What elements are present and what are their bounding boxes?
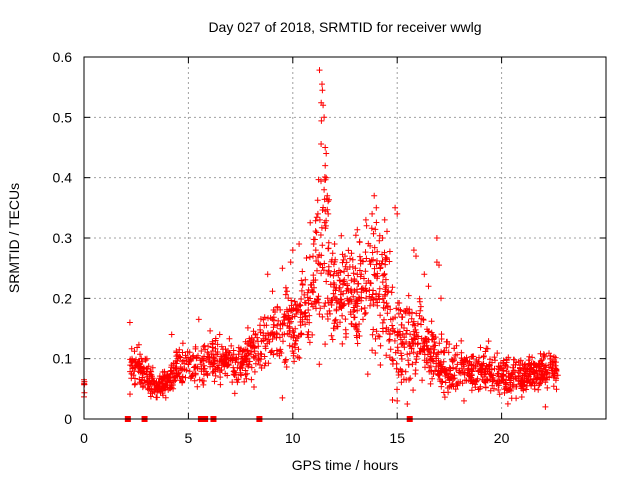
x-tick-label: 0 <box>80 430 88 446</box>
y-tick-label: 0.6 <box>53 49 73 65</box>
x-tick-label: 5 <box>185 430 193 446</box>
x-tick-label: 15 <box>389 430 405 446</box>
chart-title: Day 027 of 2018, SRMTID for receiver wwl… <box>208 19 481 35</box>
y-tick-label: 0.4 <box>53 170 73 186</box>
y-tick-label: 0.1 <box>53 351 73 367</box>
axis-ticks: 0 5 10 15 20 0 0.1 0.2 0.3 0.4 0.5 0.6 <box>53 49 606 446</box>
x-tick-label: 20 <box>494 430 510 446</box>
y-axis-label: SRMTID / TECUs <box>6 183 22 293</box>
y-tick-label: 0.2 <box>53 290 73 306</box>
y-tick-label: 0.3 <box>53 230 73 246</box>
y-tick-label: 0.5 <box>53 109 73 125</box>
y-tick-label: 0 <box>64 411 72 427</box>
x-tick-label: 10 <box>285 430 301 446</box>
x-axis-label: GPS time / hours <box>292 457 399 473</box>
